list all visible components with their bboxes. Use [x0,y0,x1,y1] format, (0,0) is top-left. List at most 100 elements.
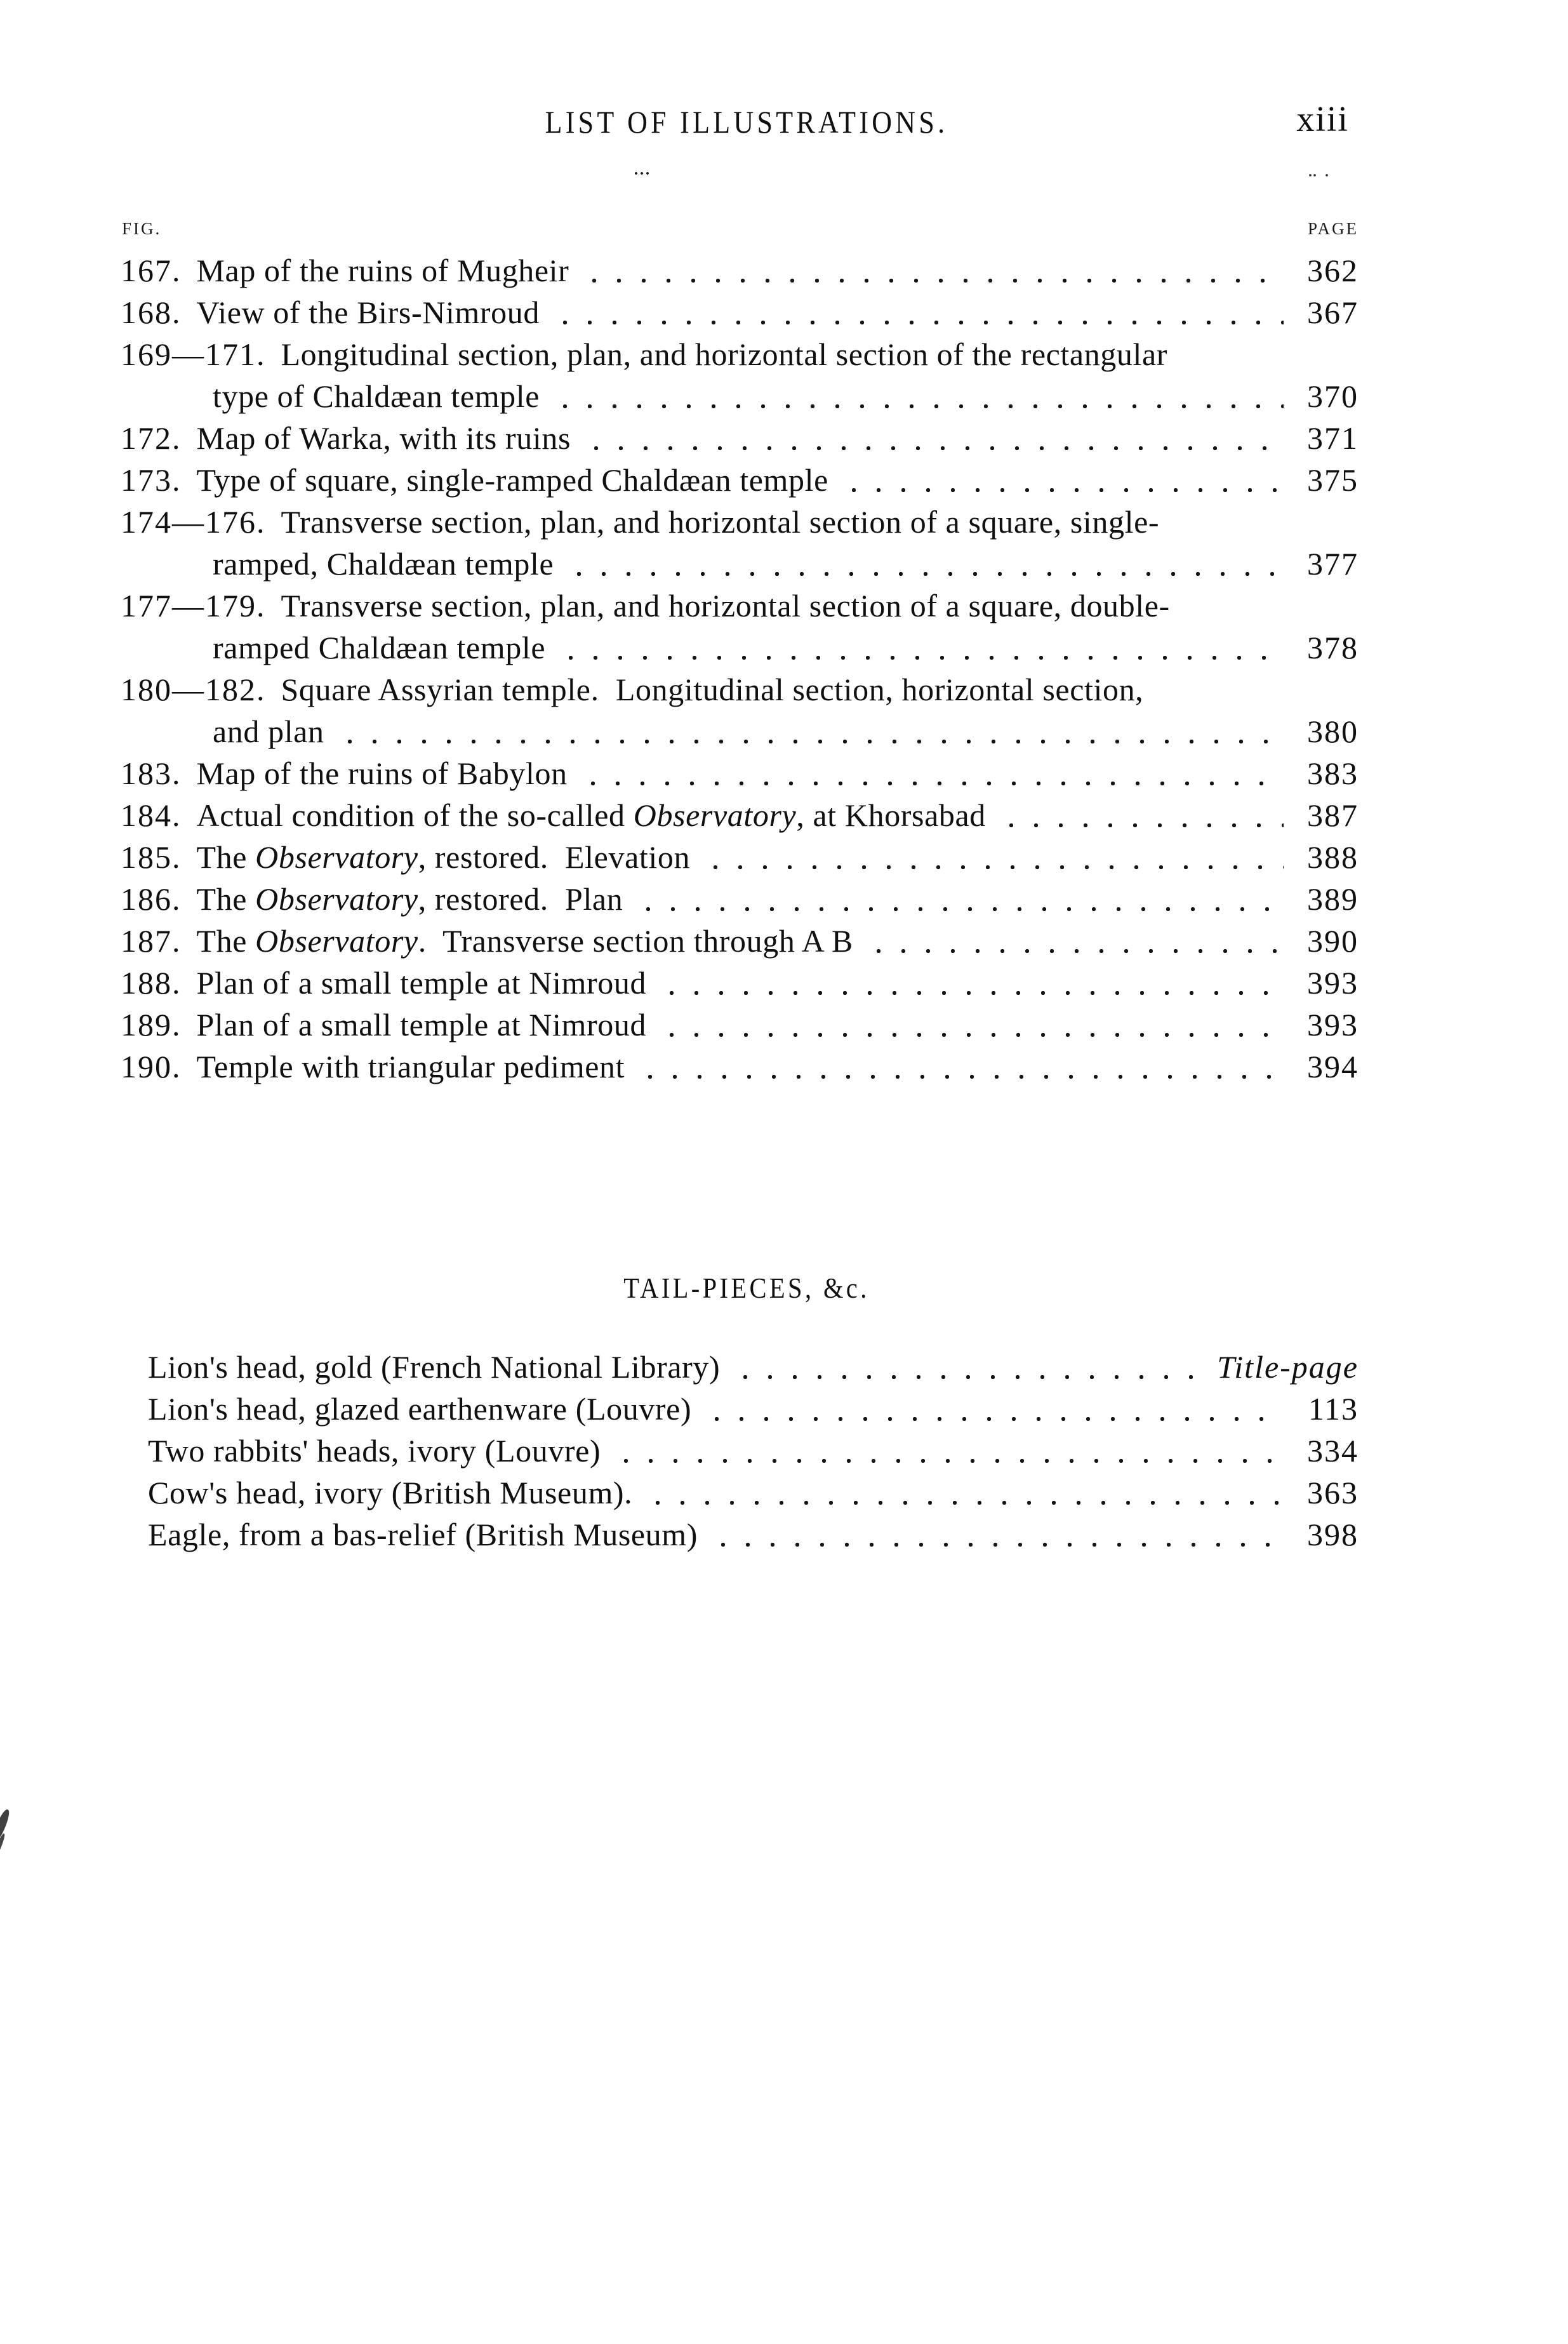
plain-text: Transverse section, plan, and horizontal… [281,588,1170,623]
page-reference: 380 [1307,714,1359,749]
dot-leader [865,920,1284,962]
dot-leader [659,1004,1284,1046]
figure-number: 188. [121,965,182,1001]
tailpiece-caption: Cow's head, ivory (British Museum). [148,1472,632,1514]
figure-entry-line: ramped Chaldæan temple 378 [121,627,1359,669]
figure-entry-line: 187. The Observatory. Transverse section … [121,920,1359,962]
figure-entry-line: 172. Map of Warka, with its ruins 371 [121,417,1359,459]
figure-caption: Map of the ruins of Mugheir [197,250,569,291]
page-reference: 375 [1307,462,1359,498]
tailpiece-entry-line: Lion's head, glazed earthenware (Louvre)… [148,1388,1359,1430]
page-reference: 387 [1307,797,1359,833]
tailpiece-caption: Eagle, from a bas-relief (British Museum… [148,1514,698,1555]
dot-leader [637,1046,1284,1088]
plain-text: The [196,839,256,875]
tailpiece-entry-line: Two rabbits' heads, ivory (Louvre) 334 [148,1430,1359,1472]
dot-leader [583,417,1284,459]
figure-number: 189. [121,1007,182,1042]
figure-number: 187. [121,923,182,959]
dot-leader [998,794,1284,836]
page-reference: 377 [1307,546,1359,582]
plain-text: The [196,923,256,959]
column-header-page: PAGE [1307,219,1359,238]
plain-text: View of the Birs-Nimroud [196,295,540,330]
page-reference: 393 [1307,1007,1359,1042]
tailpiece-entry-line: Cow's head, ivory (British Museum). 363 [148,1472,1359,1514]
tailpiece-entry-line: Lion's head, gold (French National Libra… [148,1346,1359,1388]
page-reference: 388 [1307,839,1359,875]
page-reference: 371 [1307,420,1359,456]
figure-entry-line: 173. Type of square, single-ramped Chaldæ… [121,459,1359,501]
figure-number: 183. [121,756,182,791]
plain-text: Type of square, single-ramped Chaldæan t… [196,462,828,498]
column-header-fig: FIG. [122,219,162,238]
plain-text: and plan [213,714,324,749]
figure-caption: Temple with triangular pediment [197,1046,625,1088]
dot-leader [336,710,1284,752]
figure-entry-line: 189. Plan of a small temple at Nimroud 393 [121,1004,1359,1046]
dot-leader [703,836,1284,878]
figure-caption: The Observatory, restored. Plan [197,878,623,920]
dot-leader [552,375,1284,417]
page-reference: 390 [1307,923,1359,959]
figure-number: 172. [121,420,182,456]
figure-number: 174—176. [121,504,266,540]
figure-caption: Plan of a small temple at Nimroud [197,1004,647,1046]
figure-entry-line: 190. Temple with triangular pediment 394 [121,1046,1359,1088]
italic-text: Observatory [255,839,418,875]
figure-list: 167. Map of the ruins of Mugheir 362 168. Vi… [121,250,1359,1088]
figure-caption: type of Chaldæan temple [213,375,540,417]
figure-entry-line: 188. Plan of a small temple at Nimroud 393 [121,962,1359,1004]
plain-text: ramped, Chaldæan temple [213,546,554,582]
figure-number: 180—182. [121,672,266,707]
figure-entry-line: type of Chaldæan temple 370 [121,375,1359,417]
plain-text: type of Chaldæan temple [213,378,540,414]
page-reference: 394 [1307,1049,1359,1084]
figure-number: 167. [121,253,182,288]
figure-number: 190. [121,1049,182,1084]
ink-speck-artifact [1308,173,1333,178]
figure-number: 185. [121,839,182,875]
tailpieces-list: Lion's head, gold (French National Libra… [148,1346,1359,1555]
figure-caption: and plan [213,710,324,752]
page-reference: 389 [1307,881,1359,917]
plain-text: Eagle, from a bas-relief (British Museum… [148,1517,698,1552]
tailpiece-caption: Lion's head, gold (French National Libra… [148,1346,720,1388]
figure-entry-line: 169—171. Longitudinal section, plan, and … [121,333,1359,375]
italic-text: Observatory [255,881,418,917]
plain-text: The [196,881,256,917]
page-reference: 363 [1307,1475,1359,1510]
figure-caption: Map of the ruins of Babylon [197,752,568,794]
figure-entry-line: 185. The Observatory, restored. Elevation… [121,836,1359,878]
figure-entry-line: 174—176. Transverse section, plan, and ho… [121,501,1359,543]
page-reference: 383 [1307,756,1359,791]
plain-text: , restored. Elevation [418,839,691,875]
figure-number: 184. [121,797,182,833]
figure-number: 186. [121,881,182,917]
figure-entry-line: 183. Map of the ruins of Babylon 383 [121,752,1359,794]
figure-caption: Type of square, single-ramped Chaldæan t… [197,459,828,501]
figure-caption: ramped Chaldæan temple [213,627,545,669]
figure-entry-line: 184. Actual condition of the so-called Ob… [121,794,1359,836]
italic-text: Observatory [633,797,797,833]
plain-text: Transverse section, plan, and horizontal… [281,504,1160,540]
plain-text: Plan of a small temple at Nimroud [196,965,647,1001]
plain-text: , at Khorsabad [796,797,986,833]
ink-smudge-artifact [0,1808,13,1846]
tailpiece-entry-line: Eagle, from a bas-relief (British Museum… [148,1514,1359,1555]
page-reference: 113 [1308,1391,1359,1427]
page-reference: 367 [1307,295,1359,330]
figure-caption: Transverse section, plan, and horizontal… [281,585,1170,627]
figure-caption: View of the Birs-Nimroud [197,291,540,333]
ink-speck-artifact [634,170,651,176]
plain-text: Cow's head, ivory (British Museum). [148,1475,633,1510]
figure-entry-line: ramped, Chaldæan temple 377 [121,543,1359,585]
figure-entry-line: 180—182. Square Assyrian temple. Longitud… [121,669,1359,710]
figure-number: 177—179. [121,588,266,623]
page-reference: 398 [1307,1517,1359,1552]
figure-caption: Longitudinal section, plan, and horizont… [281,333,1168,375]
figure-entry-line: and plan 380 [121,710,1359,752]
tailpieces-title: TAIL-PIECES, &c. [623,1272,870,1304]
dot-leader [635,878,1284,920]
page-reference: 393 [1307,965,1359,1001]
